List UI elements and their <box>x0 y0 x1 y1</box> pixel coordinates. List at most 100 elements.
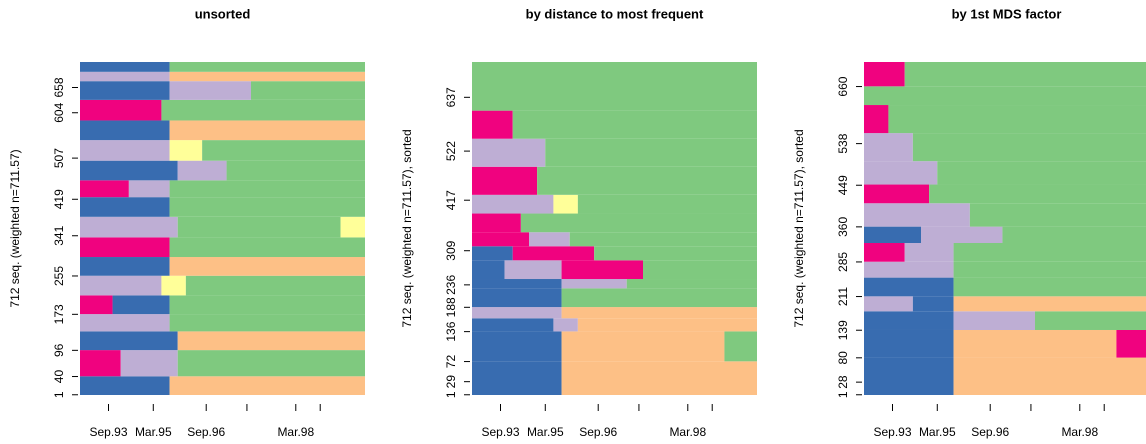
sequence-run <box>888 105 1146 134</box>
y-tick-label: 507 <box>52 148 66 168</box>
sequence-run <box>112 295 170 315</box>
x-tick-label: Mar.98 <box>1061 425 1098 439</box>
y-tick-label: 173 <box>52 304 66 324</box>
y-tick-label: 236 <box>444 275 458 295</box>
sequence-run <box>177 216 341 238</box>
sequence-run <box>969 203 1146 227</box>
y-tick-label: 522 <box>444 141 458 161</box>
y-tick-label: 660 <box>836 76 850 96</box>
sequence-run <box>177 160 227 181</box>
sequence-run <box>626 279 757 289</box>
sequence-run <box>512 246 595 261</box>
sequence-run <box>577 194 757 214</box>
sequence-run <box>929 184 1146 204</box>
sequence-run <box>177 350 365 377</box>
sequence-run <box>80 350 121 377</box>
sequence-run <box>864 296 913 312</box>
sequence-run <box>80 180 129 198</box>
x-tick-label: Mar.95 <box>135 425 172 439</box>
sequence-run <box>80 140 170 161</box>
sequence-run <box>561 361 757 395</box>
sequence-run <box>643 260 757 280</box>
y-tick-label: 604 <box>52 102 66 122</box>
sequence-run <box>953 261 1146 278</box>
sequence-run <box>520 213 757 233</box>
sequence-run <box>472 288 562 308</box>
sequence-run <box>80 62 170 72</box>
y-tick-label: 40 <box>52 370 66 384</box>
sequence-run <box>169 295 365 315</box>
sequence-run <box>80 237 170 258</box>
sequence-run <box>594 246 757 261</box>
sequence-run <box>864 261 954 278</box>
sequence-run <box>569 232 757 247</box>
y-tick-label: 28 <box>836 375 850 389</box>
y-tick-label: 1 <box>52 391 66 398</box>
sequence-run <box>953 296 1146 312</box>
y-tick-label: 72 <box>444 355 458 369</box>
sequence-run <box>864 203 970 227</box>
sequence-run <box>545 138 757 167</box>
y-tick-label: 341 <box>52 225 66 245</box>
sequence-run <box>472 318 554 332</box>
y-axis-label: 712 seq. (weighted n=711.57), sorted <box>792 129 806 327</box>
sequence-run <box>953 357 1146 395</box>
sequence-run <box>561 260 643 280</box>
x-tick-label: Mar.98 <box>669 425 706 439</box>
sequence-run <box>80 197 170 217</box>
sequence-run <box>561 279 627 289</box>
sequence-run <box>202 140 365 161</box>
y-tick-label: 1 <box>444 391 458 398</box>
chart-title: by 1st MDS factor <box>952 6 1062 21</box>
sequence-run <box>724 331 757 362</box>
x-tick-label: Mar.98 <box>277 425 314 439</box>
sequence-run <box>80 295 113 315</box>
y-tick-label: 417 <box>444 190 458 210</box>
sequence-run <box>226 160 365 181</box>
sequence-run <box>904 62 1146 87</box>
sequence-run <box>953 277 1146 297</box>
sequence-run <box>472 194 554 214</box>
sequence-run <box>472 361 562 395</box>
panel: by distance to most frequent 712 seq. (we… <box>400 6 757 439</box>
sequence-run <box>161 99 365 121</box>
y-tick-label: 309 <box>444 240 458 260</box>
x-tick-label: Mar.95 <box>919 425 956 439</box>
y-tick-label: 29 <box>444 375 458 389</box>
x-tick-label: Sep.93 <box>481 425 519 439</box>
y-tick-label: 658 <box>52 77 66 97</box>
sequence-run <box>864 357 954 395</box>
sequence-run <box>177 331 365 351</box>
y-tick-label: 360 <box>836 217 850 237</box>
sequence-run <box>512 110 757 139</box>
sequence-run <box>561 307 757 319</box>
sequence-run <box>472 213 521 233</box>
sequence-run <box>472 232 529 247</box>
sequence-run <box>864 226 921 243</box>
sequence-run <box>912 133 1146 162</box>
sequence-run <box>128 180 170 198</box>
sequence-run <box>161 275 186 296</box>
y-tick-label: 449 <box>836 175 850 195</box>
sequence-run <box>169 376 365 395</box>
sequence-run <box>553 318 578 332</box>
sequence-run <box>504 260 562 280</box>
sequence-run <box>80 275 162 296</box>
sequence-run <box>472 62 757 111</box>
sequence-run <box>80 120 170 141</box>
sequence-run <box>80 160 178 181</box>
y-tick-label: 419 <box>52 189 66 209</box>
sequence-run <box>80 99 162 121</box>
sequence-run <box>169 71 365 82</box>
sequence-run <box>577 318 757 332</box>
sequence-run <box>864 105 889 134</box>
sequence-run <box>472 260 505 280</box>
sequence-run <box>340 216 365 238</box>
y-tick-label: 1 <box>836 391 850 398</box>
y-tick-label: 637 <box>444 87 458 107</box>
y-tick-label: 538 <box>836 133 850 153</box>
sequence-run <box>864 184 930 204</box>
sequence-run <box>953 242 1146 262</box>
sequence-run <box>864 311 954 330</box>
sequence-run <box>472 138 546 167</box>
